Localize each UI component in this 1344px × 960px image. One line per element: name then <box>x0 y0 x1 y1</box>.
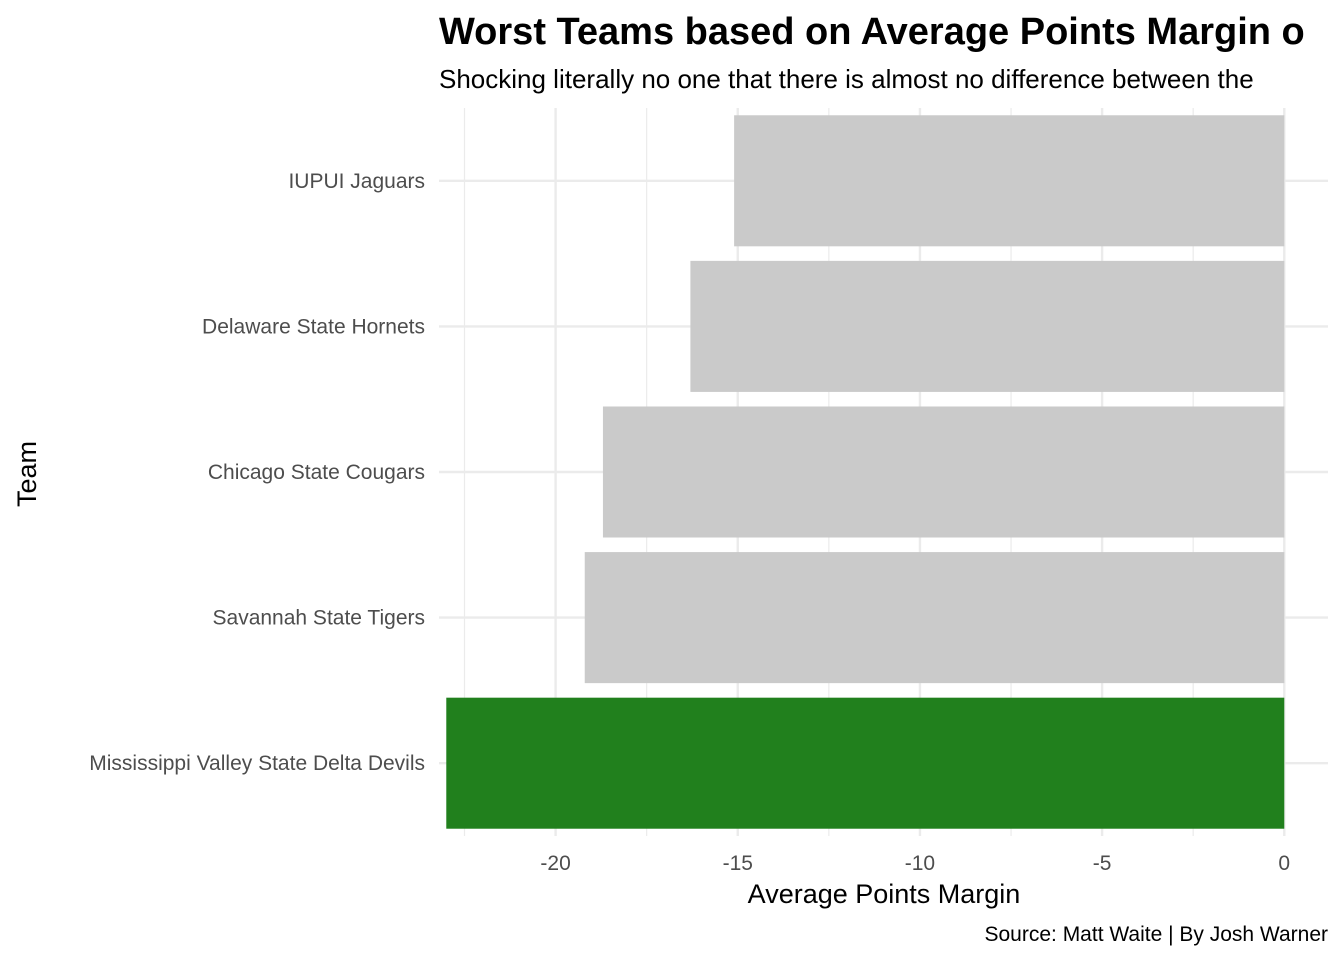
x-tick-labels: -20 -15 -10 -5 0 <box>540 852 1290 875</box>
bar-chicago-state-cougars <box>602 406 1285 538</box>
chart-title: Worst Teams based on Average Points Marg… <box>439 11 1305 53</box>
y-tick-label: Mississippi Valley State Delta Devils <box>89 752 425 775</box>
y-tick-label: Savannah State Tigers <box>213 607 425 630</box>
bar-delaware-state-hornets <box>690 260 1285 392</box>
y-tick-label: Chicago State Cougars <box>208 461 425 484</box>
x-tick-label: -10 <box>905 852 935 875</box>
y-tick-label: Delaware State Hornets <box>202 315 425 338</box>
bar-iupui-jaguars <box>734 115 1285 247</box>
bars-layer <box>446 115 1285 829</box>
x-tick-label: -5 <box>1093 852 1112 875</box>
y-tick-labels: IUPUI Jaguars Delaware State Hornets Chica… <box>89 170 425 775</box>
y-tick-label: IUPUI Jaguars <box>288 170 425 193</box>
bar-mississippi-valley-state-delta-devils <box>446 697 1285 829</box>
chart-caption: Source: Matt Waite | By Josh Warner <box>984 923 1328 946</box>
y-axis-title: Team <box>12 441 42 507</box>
bar-savannah-state-tigers <box>584 552 1285 684</box>
chart-subtitle: Shocking literally no one that there is … <box>439 64 1254 94</box>
x-tick-label: 0 <box>1278 852 1290 875</box>
x-axis-title: Average Points Margin <box>748 879 1021 909</box>
x-tick-label: -15 <box>723 852 753 875</box>
x-tick-label: -20 <box>540 852 570 875</box>
